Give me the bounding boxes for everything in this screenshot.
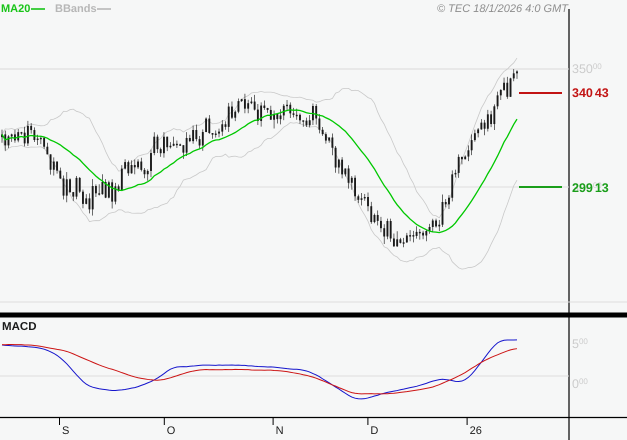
svg-text:BBands: BBands (55, 3, 97, 15)
svg-text:26: 26 (470, 425, 482, 437)
svg-text:MACD: MACD (2, 321, 37, 333)
svg-text:MA20: MA20 (1, 3, 30, 15)
svg-text:© TEC 18/1/2026 4:0 GMT: © TEC 18/1/2026 4:0 GMT (437, 3, 569, 15)
svg-text:N: N (276, 425, 284, 437)
svg-text:S: S (62, 425, 69, 437)
svg-text:D: D (370, 425, 378, 437)
svg-text:O: O (167, 425, 176, 437)
